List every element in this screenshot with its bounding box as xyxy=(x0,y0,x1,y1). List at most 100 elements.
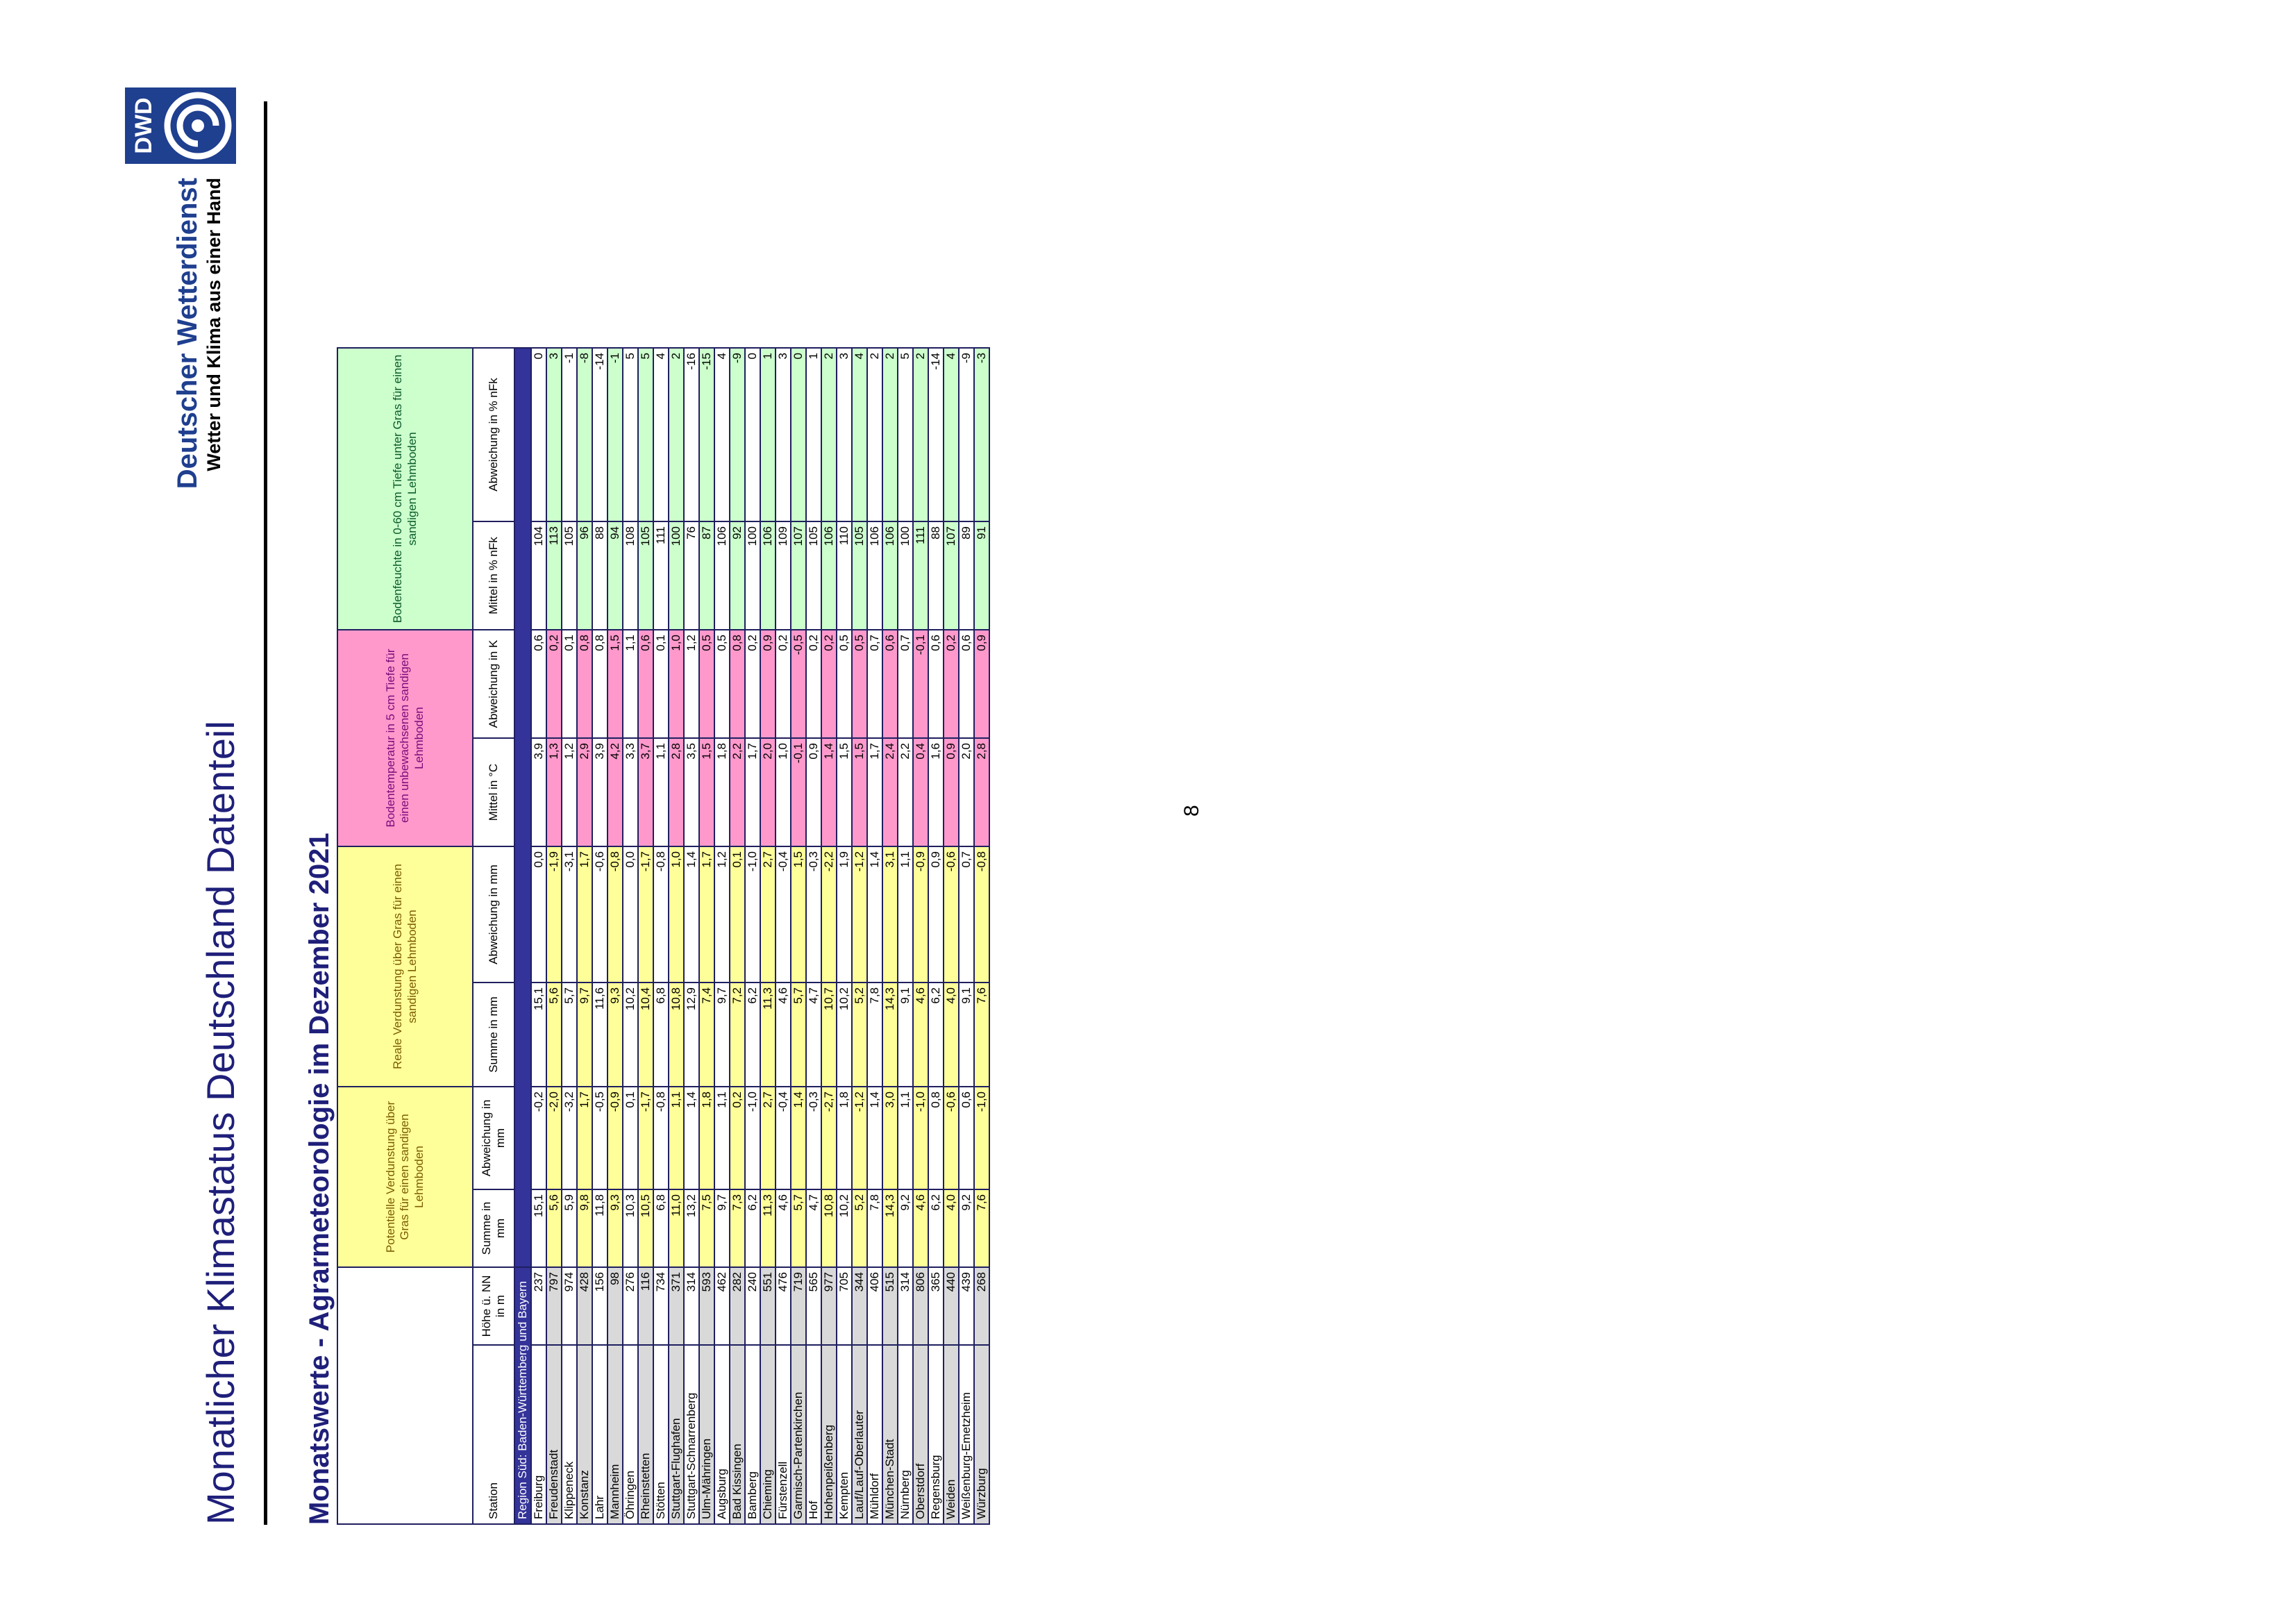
moisture-deviation-value: -15 xyxy=(699,348,714,521)
temp-deviation-value: 0,9 xyxy=(974,630,989,738)
header-blank xyxy=(337,1267,473,1524)
temp-mean-value: 2,4 xyxy=(882,738,898,846)
altitude-value: 565 xyxy=(806,1267,821,1345)
moisture-deviation-value: 2 xyxy=(882,348,898,521)
pot-deviation-value: -0,6 xyxy=(944,1087,959,1189)
pot-deviation-value: 1,1 xyxy=(898,1087,913,1189)
table-row: Garmisch-Partenkirchen 719 5,7 1,4 5,7 1,5 -0,… xyxy=(791,348,806,1524)
table-row: Ulm-Mähringen 593 7,5 1,8 7,4 1,7 1,5 0,5 87 -15 xyxy=(699,348,714,1524)
pot-deviation-value: -1,7 xyxy=(638,1087,653,1189)
real-deviation-value: -1,2 xyxy=(852,846,867,983)
real-deviation-value: 1,7 xyxy=(699,846,714,983)
moisture-mean-value: 104 xyxy=(531,521,546,630)
pot-deviation-value: -2,7 xyxy=(821,1087,837,1189)
pot-sum-value: 5,6 xyxy=(546,1189,562,1267)
pot-deviation-value: -0,4 xyxy=(776,1087,791,1189)
real-deviation-value: 0,0 xyxy=(623,846,638,983)
pot-deviation-value: -0,8 xyxy=(653,1087,669,1189)
altitude-value: 705 xyxy=(837,1267,852,1345)
altitude-value: 268 xyxy=(974,1267,989,1345)
moisture-deviation-value: 0 xyxy=(745,348,760,521)
moisture-deviation-value: 5 xyxy=(623,348,638,521)
pot-deviation-value: 2,7 xyxy=(760,1087,776,1189)
moisture-mean-value: 100 xyxy=(669,521,684,630)
temp-deviation-value: 0,1 xyxy=(653,630,669,738)
real-sum-value: 4,7 xyxy=(806,983,821,1087)
altitude-value: 797 xyxy=(546,1267,562,1345)
brand-block: Deutscher Wetterdienst Wetter und Klima … xyxy=(172,178,225,567)
moisture-deviation-value: 5 xyxy=(638,348,653,521)
table-row: Mühldorf 406 7,8 1,4 7,8 1,4 1,7 0,7 106 2 xyxy=(867,348,882,1524)
temp-mean-value: 2,8 xyxy=(974,738,989,846)
temp-mean-value: 0,4 xyxy=(913,738,928,846)
real-deviation-value: -0,8 xyxy=(653,846,669,983)
moisture-mean-value: 105 xyxy=(562,521,577,630)
temp-deviation-value: 0,9 xyxy=(760,630,776,738)
altitude-value: 428 xyxy=(577,1267,592,1345)
temp-deviation-value: 0,5 xyxy=(852,630,867,738)
altitude-value: 237 xyxy=(531,1267,546,1345)
temp-deviation-value: 0,6 xyxy=(882,630,898,738)
moisture-deviation-value: 2 xyxy=(913,348,928,521)
station-name: Stuttgart-Schnarrenberg xyxy=(684,1345,699,1524)
station-name: Weißenburg-Emetzheim xyxy=(959,1345,974,1524)
pot-sum-value: 7,5 xyxy=(699,1189,714,1267)
pot-sum-value: 7,6 xyxy=(974,1189,989,1267)
group-header-potential-evaporation: Potentielle Verdunstung über Gras für ei… xyxy=(337,1087,473,1267)
pot-sum-value: 5,2 xyxy=(852,1189,867,1267)
station-name: Bamberg xyxy=(745,1345,760,1524)
real-deviation-value: -1,0 xyxy=(745,846,760,983)
table-row: Konstanz 428 9,8 1,7 9,7 1,7 2,9 0,8 96 -8 xyxy=(577,348,592,1524)
temp-deviation-value: 1,5 xyxy=(607,630,623,738)
real-deviation-value: -3,1 xyxy=(562,846,577,983)
real-sum-value: 10,2 xyxy=(837,983,852,1087)
altitude-value: 365 xyxy=(928,1267,944,1345)
real-sum-value: 5,7 xyxy=(562,983,577,1087)
station-name: Fürstenzell xyxy=(776,1345,791,1524)
real-sum-value: 9,7 xyxy=(577,983,592,1087)
real-deviation-value: 2,7 xyxy=(760,846,776,983)
moisture-mean-value: 106 xyxy=(867,521,882,630)
pot-sum-value: 14,3 xyxy=(882,1189,898,1267)
pot-deviation-value: -0,9 xyxy=(607,1087,623,1189)
temp-mean-value: 3,9 xyxy=(531,738,546,846)
altitude-value: 439 xyxy=(959,1267,974,1345)
station-name: Hof xyxy=(806,1345,821,1524)
real-deviation-value: -0,6 xyxy=(592,846,607,983)
moisture-mean-value: 92 xyxy=(730,521,745,630)
real-deviation-value: -0,8 xyxy=(974,846,989,983)
pot-deviation-value: 1,7 xyxy=(577,1087,592,1189)
page-title: Monatlicher Klimastatus Deutschland Date… xyxy=(199,721,242,1525)
moisture-deviation-value: 1 xyxy=(806,348,821,521)
pot-deviation-value: 1,8 xyxy=(837,1087,852,1189)
real-sum-value: 14,3 xyxy=(882,983,898,1087)
column-header-station: Station xyxy=(473,1345,514,1524)
real-deviation-value: 1,1 xyxy=(898,846,913,983)
temp-mean-value: 4,2 xyxy=(607,738,623,846)
table-body: Region Süd: Baden-Württemberg und Bayern… xyxy=(514,348,989,1524)
altitude-value: 551 xyxy=(760,1267,776,1345)
real-deviation-value: -0,3 xyxy=(806,846,821,983)
pot-sum-value: 4,0 xyxy=(944,1189,959,1267)
altitude-value: 98 xyxy=(607,1267,623,1345)
moisture-deviation-value: 3 xyxy=(776,348,791,521)
real-deviation-value: 0,7 xyxy=(959,846,974,983)
real-sum-value: 15,1 xyxy=(531,983,546,1087)
station-name: Mühldorf xyxy=(867,1345,882,1524)
table-row: Hohenpeißenberg 977 10,8 -2,7 10,7 -2,2 1,4 0,2… xyxy=(821,348,837,1524)
temp-mean-value: 1,5 xyxy=(837,738,852,846)
altitude-value: 734 xyxy=(653,1267,669,1345)
region-label: Region Süd: Baden-Württemberg und Bayern xyxy=(514,1267,531,1524)
agrometeorology-table: Potentielle Verdunstung über Gras für ei… xyxy=(337,347,990,1525)
moisture-mean-value: 88 xyxy=(592,521,607,630)
real-sum-value: 5,2 xyxy=(852,983,867,1087)
temp-mean-value: 2,0 xyxy=(959,738,974,846)
column-header-temp-deviation: Abweichung in K xyxy=(473,630,514,738)
table-row: Oberstdorf 806 4,6 -1,0 4,6 -0,9 0,4 -0,1 111 2 xyxy=(913,348,928,1524)
temp-mean-value: 1,7 xyxy=(745,738,760,846)
moisture-deviation-value: 3 xyxy=(546,348,562,521)
moisture-deviation-value: 0 xyxy=(531,348,546,521)
real-sum-value: 7,2 xyxy=(730,983,745,1087)
real-sum-value: 7,4 xyxy=(699,983,714,1087)
